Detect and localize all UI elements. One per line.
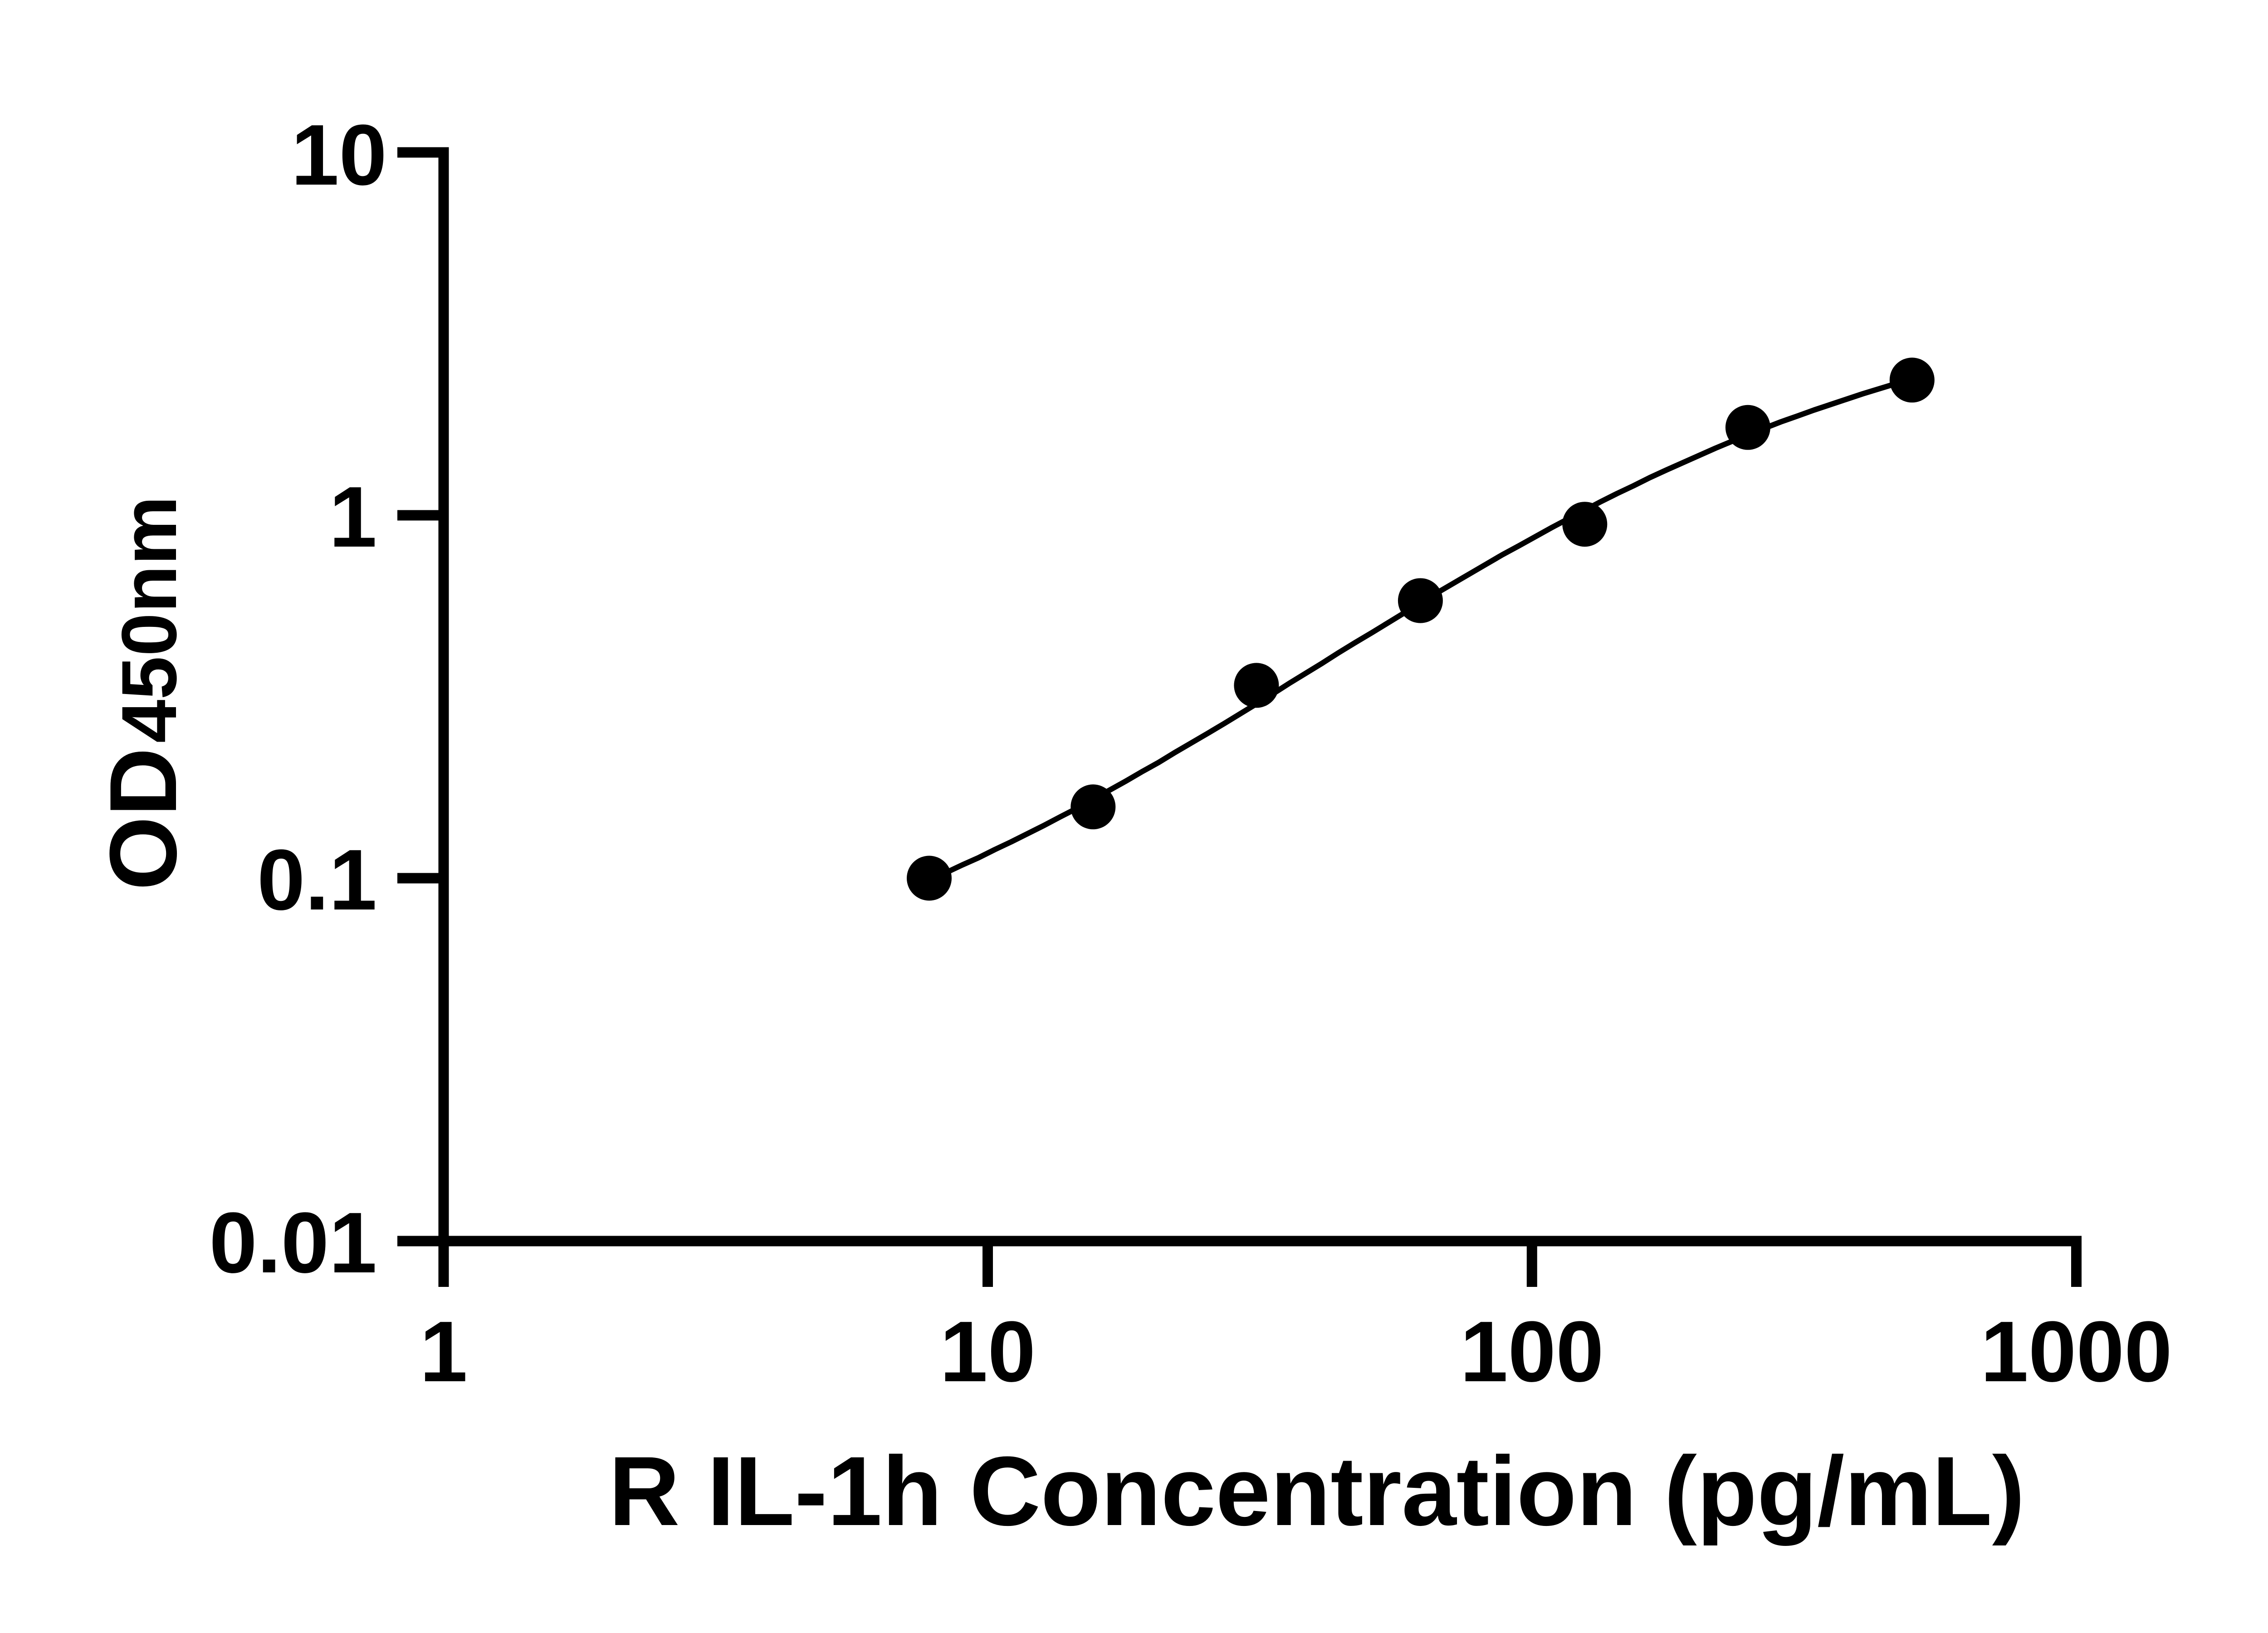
svg-text:OD450nm: OD450nm: [90, 496, 196, 890]
svg-text:1: 1: [329, 469, 377, 565]
svg-text:10: 10: [940, 1304, 1036, 1400]
svg-text:1: 1: [420, 1304, 468, 1400]
svg-text:R IL-1h Concentration (pg/mL): R IL-1h Concentration (pg/mL): [609, 1436, 2025, 1546]
svg-text:10: 10: [291, 107, 387, 203]
svg-text:1000: 1000: [1980, 1304, 2172, 1400]
svg-text:0.01: 0.01: [209, 1195, 377, 1291]
svg-text:0.1: 0.1: [257, 832, 377, 928]
svg-text:100: 100: [1460, 1304, 1604, 1400]
